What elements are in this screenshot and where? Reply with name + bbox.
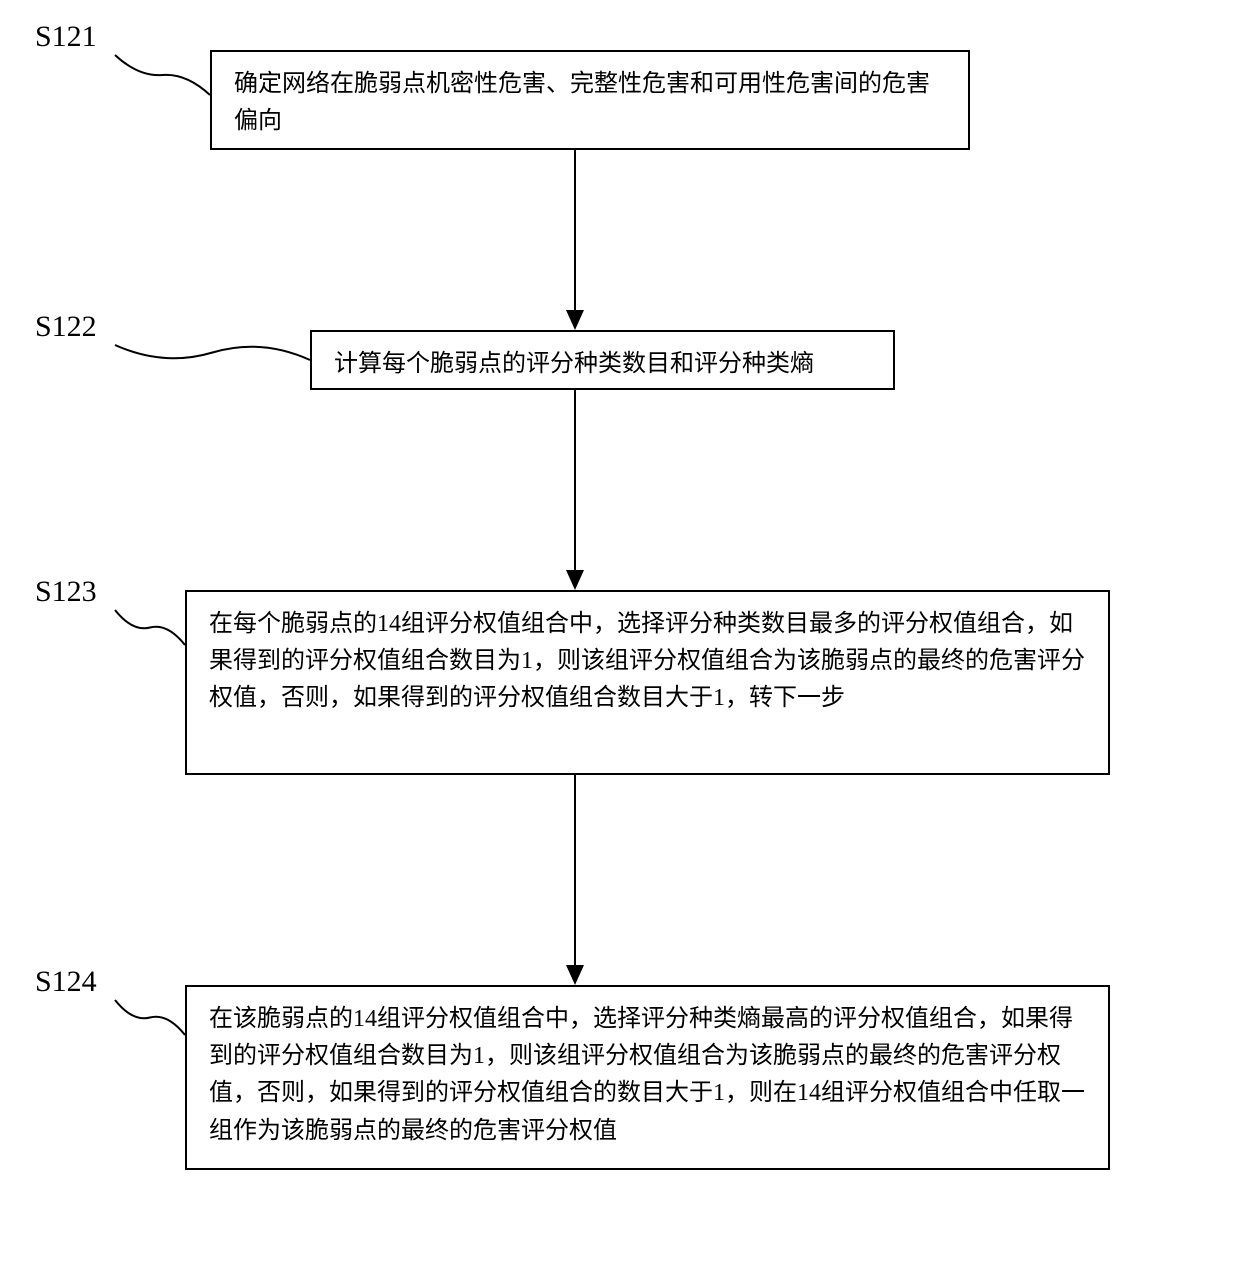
step-box-s121: 确定网络在脆弱点机密性危害、完整性危害和可用性危害间的危害偏向 xyxy=(210,50,970,150)
step-label-s121: S121 xyxy=(35,20,97,54)
flowchart-canvas: 确定网络在脆弱点机密性危害、完整性危害和可用性危害间的危害偏向 S121 计算每个脆… xyxy=(0,0,1240,1269)
connector-s123-s124 xyxy=(557,775,593,985)
step-text-s121: 确定网络在脆弱点机密性危害、完整性危害和可用性危害间的危害偏向 xyxy=(234,71,930,134)
step-label-s122: S122 xyxy=(35,310,97,344)
leader-line-s124 xyxy=(95,980,205,1055)
step-box-s123: 在每个脆弱点的14组评分权值组合中，选择评分种类数目最多的评分权值组合，如果得到… xyxy=(185,590,1110,775)
step-box-s122: 计算每个脆弱点的评分种类数目和评分种类熵 xyxy=(310,330,895,390)
step-label-s123: S123 xyxy=(35,575,97,609)
leader-line-s122 xyxy=(95,325,330,380)
connector-s121-s122 xyxy=(557,150,593,330)
leader-line-s123 xyxy=(95,590,205,665)
step-label-s124: S124 xyxy=(35,965,97,999)
step-box-s124: 在该脆弱点的14组评分权值组合中，选择评分种类熵最高的评分权值组合，如果得到的评… xyxy=(185,985,1110,1170)
step-text-s124: 在该脆弱点的14组评分权值组合中，选择评分种类熵最高的评分权值组合，如果得到的评… xyxy=(209,1006,1085,1144)
leader-line-s121 xyxy=(95,35,230,115)
connector-s122-s123 xyxy=(557,390,593,590)
step-text-s123: 在每个脆弱点的14组评分权值组合中，选择评分种类数目最多的评分权值组合，如果得到… xyxy=(209,611,1085,711)
step-text-s122: 计算每个脆弱点的评分种类数目和评分种类熵 xyxy=(334,351,814,377)
